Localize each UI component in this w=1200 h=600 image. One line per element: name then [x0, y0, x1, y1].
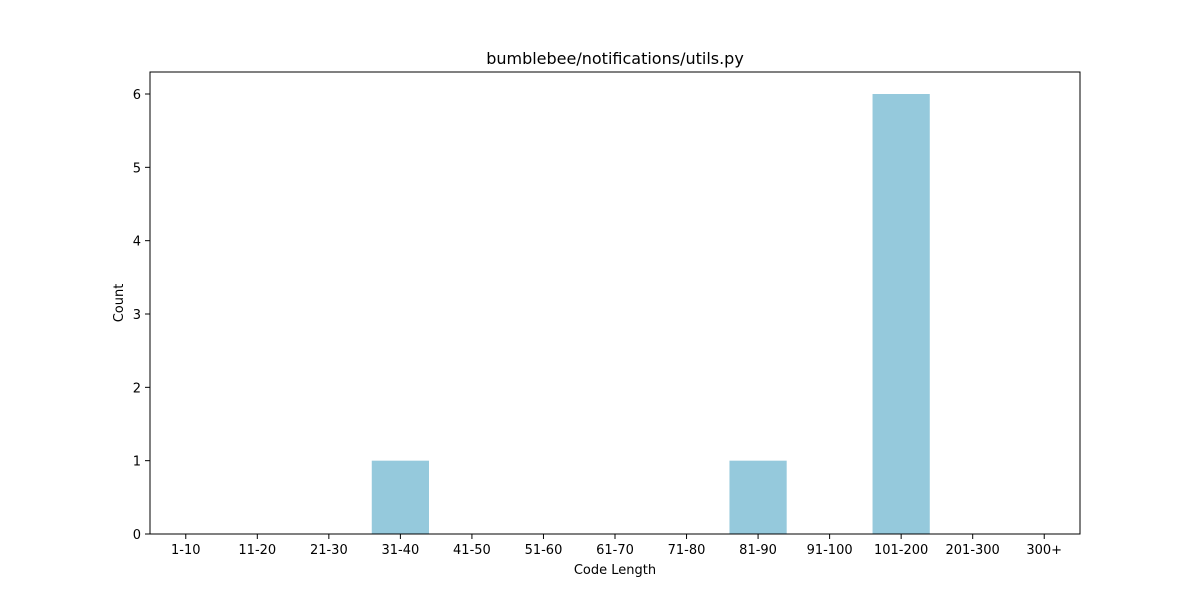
- x-axis-ticks: 1-10 11-20 21-30 31-40 41-50 51-60 61-70 71-80 8…: [171, 534, 1062, 558]
- y-tick-label: 4: [133, 235, 141, 250]
- bars-group: [371, 94, 930, 534]
- y-tick-label: 2: [133, 381, 141, 396]
- bar-31-40: [371, 460, 429, 534]
- chart-title: bumblebee/notifications/utils.py: [486, 49, 744, 68]
- y-tick-label: 3: [133, 308, 141, 323]
- x-tick-label: 300+: [1026, 543, 1062, 558]
- x-tick-label: 61-70: [596, 543, 634, 558]
- y-tick-label: 6: [133, 88, 141, 103]
- x-tick-label: 21-30: [310, 543, 348, 558]
- y-tick-label: 0: [133, 528, 141, 543]
- x-tick-label: 101-200: [874, 543, 928, 558]
- bar-81-90: [729, 460, 787, 534]
- y-tick-label: 5: [133, 161, 141, 176]
- y-axis-label: Count: [112, 284, 127, 323]
- bar-101-200: [872, 94, 930, 534]
- x-tick-label: 71-80: [668, 543, 706, 558]
- x-tick-label: 1-10: [171, 543, 201, 558]
- y-axis-ticks: 0 1 2 3 4 5 6: [133, 88, 150, 543]
- plot-frame: [149, 71, 1081, 535]
- x-tick-label: 41-50: [453, 543, 491, 558]
- x-axis-label: Code Length: [574, 563, 656, 578]
- x-tick-label: 31-40: [381, 543, 419, 558]
- x-tick-label: 81-90: [739, 543, 777, 558]
- x-tick-label: 11-20: [238, 543, 276, 558]
- x-tick-label: 51-60: [525, 543, 563, 558]
- x-tick-label: 91-100: [807, 543, 853, 558]
- x-tick-label: 201-300: [946, 543, 1000, 558]
- y-tick-label: 1: [133, 455, 141, 470]
